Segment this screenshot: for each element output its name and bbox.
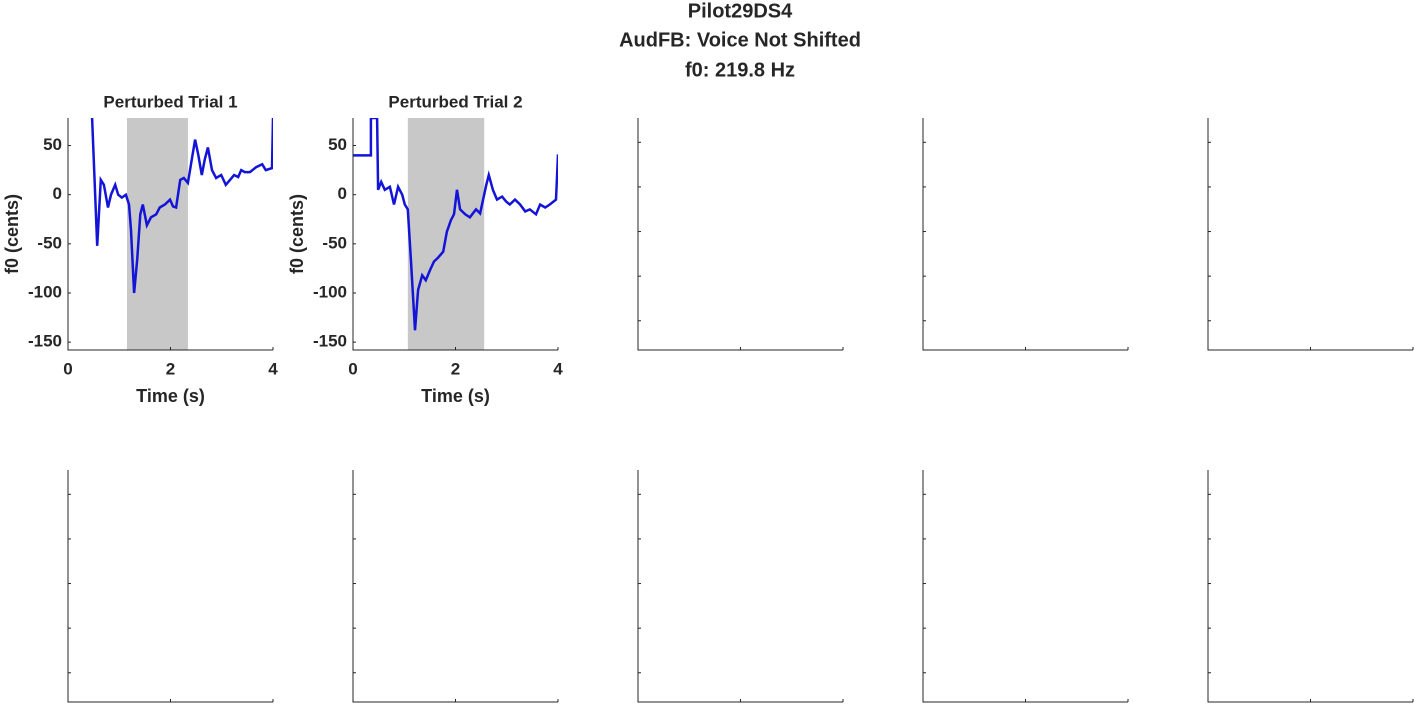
shade <box>126 118 188 350</box>
subplot-title: Perturbed Trial 1 <box>103 92 237 111</box>
y-tick-label: -100 <box>28 282 62 301</box>
empty-axes <box>922 118 1128 351</box>
f0-line <box>90 118 273 294</box>
empty-axes <box>1207 118 1413 351</box>
f0-line <box>353 118 558 331</box>
y-tick-label: -150 <box>28 332 62 351</box>
suptitle: f0: 219.8 Hz <box>685 59 795 81</box>
y-tick-label: -150 <box>313 332 347 351</box>
x-tick-label: 0 <box>63 359 72 378</box>
y-tick-label: 50 <box>43 135 62 154</box>
empty-axes <box>637 118 843 351</box>
y-axis-label: f0 (cents) <box>2 194 22 274</box>
x-axis-label: Time (s) <box>421 386 490 406</box>
subplot-title: Perturbed Trial 2 <box>388 92 522 111</box>
suptitle: AudFB: Voice Not Shifted <box>619 29 861 51</box>
empty-axes <box>922 470 1128 703</box>
empty-axes <box>67 470 273 703</box>
x-tick-label: 2 <box>451 359 460 378</box>
y-axis-label: f0 (cents) <box>287 194 307 274</box>
x-axis-label: Time (s) <box>136 386 205 406</box>
x-tick-label: 4 <box>268 359 278 378</box>
x-tick-label: 4 <box>553 359 563 378</box>
y-tick-label: 0 <box>338 184 347 203</box>
y-tick-label: -50 <box>37 233 62 252</box>
y-tick-label: -50 <box>322 233 347 252</box>
empty-axes <box>1207 470 1413 703</box>
empty-axes <box>637 470 843 703</box>
y-tick-label: 50 <box>328 135 347 154</box>
x-tick-label: 2 <box>166 359 175 378</box>
y-tick-label: -100 <box>313 282 347 301</box>
x-tick-label: 0 <box>348 359 357 378</box>
empty-axes <box>352 470 558 703</box>
y-tick-label: 0 <box>53 184 62 203</box>
suptitle: Pilot29DS4 <box>688 0 793 22</box>
